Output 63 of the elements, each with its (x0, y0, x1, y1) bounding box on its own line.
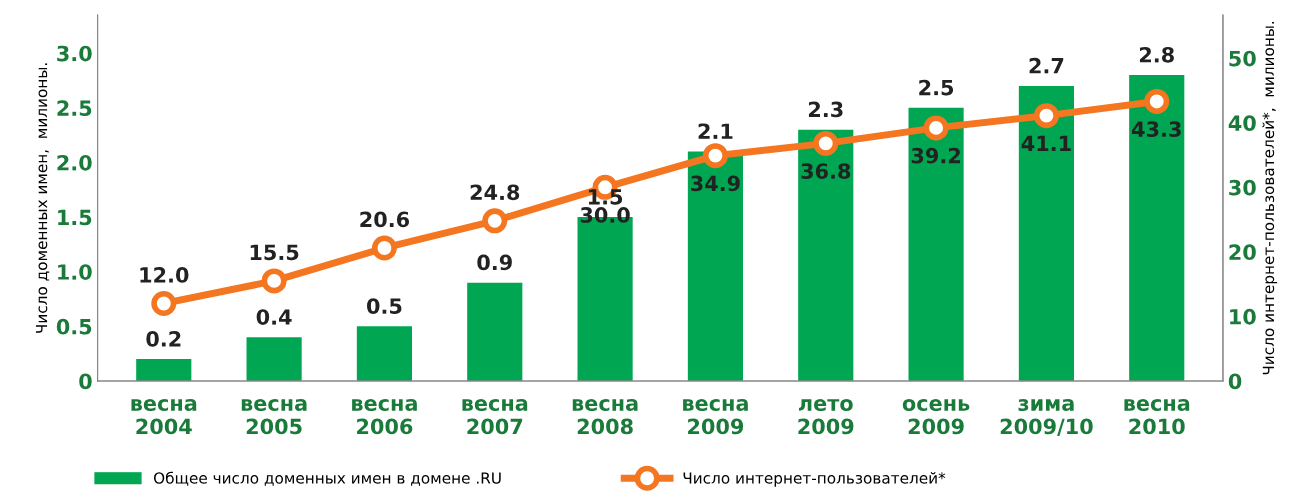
x-tick-label: осень 2009 (902, 399, 970, 435)
bar (136, 359, 192, 381)
y2-tick-label: 0 (1228, 373, 1242, 390)
y2-tick-label: 10 (1230, 308, 1256, 325)
bar (1129, 75, 1185, 381)
y2-tick-label: 40 (1228, 115, 1256, 131)
point (371, 235, 397, 261)
data-label: 15.5 (250, 244, 299, 261)
y-tick-label: 2.0 (57, 154, 92, 171)
point (482, 208, 508, 234)
data-label: 0.4 (256, 309, 292, 325)
y2-axis-title: Число интернет-пользователей*, милионы. (1262, 21, 1278, 375)
point (151, 291, 177, 317)
data-label: 2.1 (698, 123, 733, 139)
bar (908, 107, 964, 381)
data-label: 2.8 (1139, 46, 1174, 63)
y-tick-label: 3.0 (57, 45, 92, 62)
data-label: 0.2 (146, 330, 181, 347)
y-tick-label: 1.5 (58, 209, 92, 226)
bar (1018, 85, 1074, 381)
y-tick-label: 0.5 (56, 318, 92, 335)
data-label: 12.0 (140, 267, 189, 283)
bar (798, 129, 854, 381)
y-tick-label: 2.5 (57, 100, 92, 117)
legend-label: Число интернет-пользователей* (683, 472, 946, 487)
y-tick-label: 1.0 (58, 264, 92, 280)
y2-tick-label: 30 (1229, 179, 1256, 196)
x-tick-label: лето 2009 (798, 399, 854, 435)
data-label: 0.9 (477, 254, 512, 271)
data-label: 2.7 (1029, 57, 1064, 74)
data-label: 2.3 (808, 101, 843, 118)
data-label: 41.1 (1021, 135, 1071, 151)
data-label: 24.8 (470, 184, 520, 201)
point (923, 115, 949, 141)
data-label: 39.2 (911, 147, 960, 164)
y2-tick-label: 20 (1229, 244, 1256, 261)
x-tick-label: весна 2009 (683, 399, 748, 435)
legend-label: Общее число доменных имен в домене .RU (153, 471, 501, 486)
x-tick-label: весна 2005 (241, 399, 307, 435)
x-tick-label: зима 2009/10 (1000, 399, 1093, 436)
data-label: 34.9 (691, 175, 740, 192)
y-tick-label: 0 (79, 373, 92, 390)
data-label: 2.5 (919, 79, 954, 96)
bar (467, 282, 523, 381)
bar (246, 337, 302, 381)
data-label: 36.8 (801, 163, 851, 179)
bar (687, 151, 743, 381)
bar (356, 326, 413, 381)
point (1144, 88, 1170, 114)
y-axis-title: Число доменных имен, милионы. (35, 63, 50, 333)
point (261, 268, 287, 294)
point (702, 143, 728, 169)
x-tick-label: весна 2008 (572, 399, 638, 435)
data-label: 0.5 (366, 298, 402, 314)
y2-tick-label: 50 (1229, 50, 1256, 67)
x-tick-label: весна 2006 (352, 399, 417, 435)
data-label: 43.3 (1131, 121, 1181, 138)
data-label: 20.6 (360, 211, 410, 228)
point (1033, 103, 1059, 129)
x-tick-label: весна 2010 (1124, 399, 1190, 435)
point (813, 130, 839, 156)
x-tick-label: весна 2007 (462, 399, 528, 435)
x-tick-label: весна 2004 (131, 399, 197, 435)
